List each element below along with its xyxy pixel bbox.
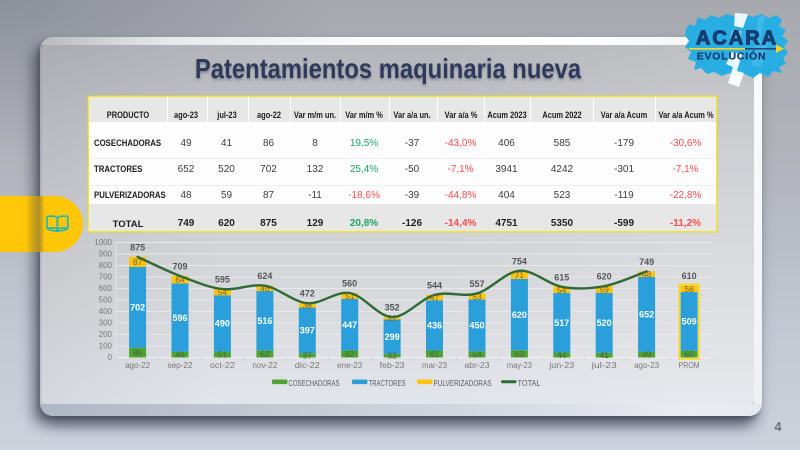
svg-text:sep-22: sep-22 <box>168 361 194 370</box>
svg-text:jun-23: jun-23 <box>548 361 575 370</box>
svg-text:PULVERIZADORAS: PULVERIZADORAS <box>434 379 492 388</box>
svg-text:700: 700 <box>99 273 113 282</box>
svg-text:447: 447 <box>342 320 357 330</box>
svg-text:86: 86 <box>133 348 143 358</box>
svg-text:feb-23: feb-23 <box>380 361 406 370</box>
svg-text:596: 596 <box>172 313 187 323</box>
svg-text:709: 709 <box>172 262 187 272</box>
svg-text:595: 595 <box>215 275 230 285</box>
svg-text:557: 557 <box>469 279 484 289</box>
svg-text:450: 450 <box>469 321 484 331</box>
svg-text:oct-22: oct-22 <box>210 361 236 370</box>
svg-text:59: 59 <box>600 285 610 295</box>
svg-text:47: 47 <box>430 293 440 303</box>
svg-text:754: 754 <box>512 256 527 266</box>
svg-text:299: 299 <box>385 332 400 342</box>
svg-text:44: 44 <box>557 350 567 360</box>
svg-text:49: 49 <box>642 350 652 360</box>
svg-text:0: 0 <box>108 353 113 362</box>
svg-text:41: 41 <box>600 350 610 360</box>
svg-text:200: 200 <box>99 330 113 339</box>
svg-text:dic-22: dic-22 <box>295 361 321 370</box>
svg-text:71: 71 <box>515 270 525 280</box>
svg-text:544: 544 <box>427 280 442 290</box>
svg-text:38: 38 <box>303 300 313 310</box>
svg-text:51: 51 <box>345 291 355 301</box>
svg-text:TOTAL: TOTAL <box>518 379 542 388</box>
svg-text:516: 516 <box>257 316 272 326</box>
svg-text:61: 61 <box>430 349 440 359</box>
svg-text:900: 900 <box>99 250 113 259</box>
svg-text:702: 702 <box>130 302 145 312</box>
svg-text:49: 49 <box>175 350 185 360</box>
svg-text:PROM: PROM <box>679 361 700 370</box>
svg-text:may-23: may-23 <box>507 361 533 370</box>
svg-text:620: 620 <box>512 310 527 320</box>
svg-text:EVOLUCIÓN: EVOLUCIÓN <box>697 50 767 63</box>
svg-text:62: 62 <box>260 349 270 359</box>
svg-text:875: 875 <box>130 242 145 252</box>
svg-text:jul-23: jul-23 <box>590 361 617 370</box>
svg-text:nov-22: nov-22 <box>252 361 278 370</box>
svg-text:500: 500 <box>99 296 113 305</box>
svg-text:800: 800 <box>99 261 113 270</box>
svg-text:37: 37 <box>303 350 313 360</box>
svg-text:397: 397 <box>300 326 315 336</box>
svg-text:51: 51 <box>218 350 228 360</box>
svg-text:63: 63 <box>515 349 525 359</box>
svg-text:54: 54 <box>472 349 482 359</box>
svg-text:749: 749 <box>639 257 654 267</box>
svg-text:21: 21 <box>387 313 397 323</box>
svg-text:600: 600 <box>99 284 113 293</box>
svg-text:60: 60 <box>684 349 694 359</box>
svg-text:46: 46 <box>260 283 270 293</box>
svg-text:abr-23: abr-23 <box>465 361 491 370</box>
svg-text:ene-23: ene-23 <box>337 361 363 370</box>
svg-text:100: 100 <box>99 342 113 351</box>
svg-text:300: 300 <box>99 319 113 328</box>
svg-text:48: 48 <box>642 269 652 279</box>
svg-text:1000: 1000 <box>94 238 112 247</box>
svg-text:54: 54 <box>218 287 228 297</box>
svg-text:615: 615 <box>554 272 569 282</box>
svg-text:TRACTORES: TRACTORES <box>369 379 406 388</box>
svg-text:490: 490 <box>215 319 230 329</box>
svg-text:56: 56 <box>684 284 694 294</box>
svg-text:620: 620 <box>597 272 612 282</box>
svg-text:520: 520 <box>597 318 612 328</box>
svg-text:352: 352 <box>385 303 400 313</box>
svg-text:560: 560 <box>342 279 357 289</box>
svg-text:509: 509 <box>682 317 697 327</box>
svg-text:624: 624 <box>257 271 272 281</box>
svg-text:652: 652 <box>639 310 654 320</box>
svg-text:mar-23: mar-23 <box>422 361 448 370</box>
svg-text:62: 62 <box>345 349 355 359</box>
svg-text:87: 87 <box>133 257 143 267</box>
svg-text:54: 54 <box>557 285 567 295</box>
svg-text:610: 610 <box>682 271 697 281</box>
svg-text:COSECHADORAS: COSECHADORAS <box>289 379 340 388</box>
svg-text:472: 472 <box>300 289 315 299</box>
svg-text:ACARA: ACARA <box>696 28 778 50</box>
svg-text:ago-22: ago-22 <box>125 361 151 370</box>
svg-text:64: 64 <box>175 275 185 285</box>
svg-text:400: 400 <box>99 307 113 316</box>
svg-text:32: 32 <box>387 351 397 361</box>
svg-text:517: 517 <box>554 318 569 328</box>
svg-text:ago-23: ago-23 <box>634 361 660 370</box>
svg-text:53: 53 <box>472 292 482 302</box>
svg-text:436: 436 <box>427 321 442 331</box>
